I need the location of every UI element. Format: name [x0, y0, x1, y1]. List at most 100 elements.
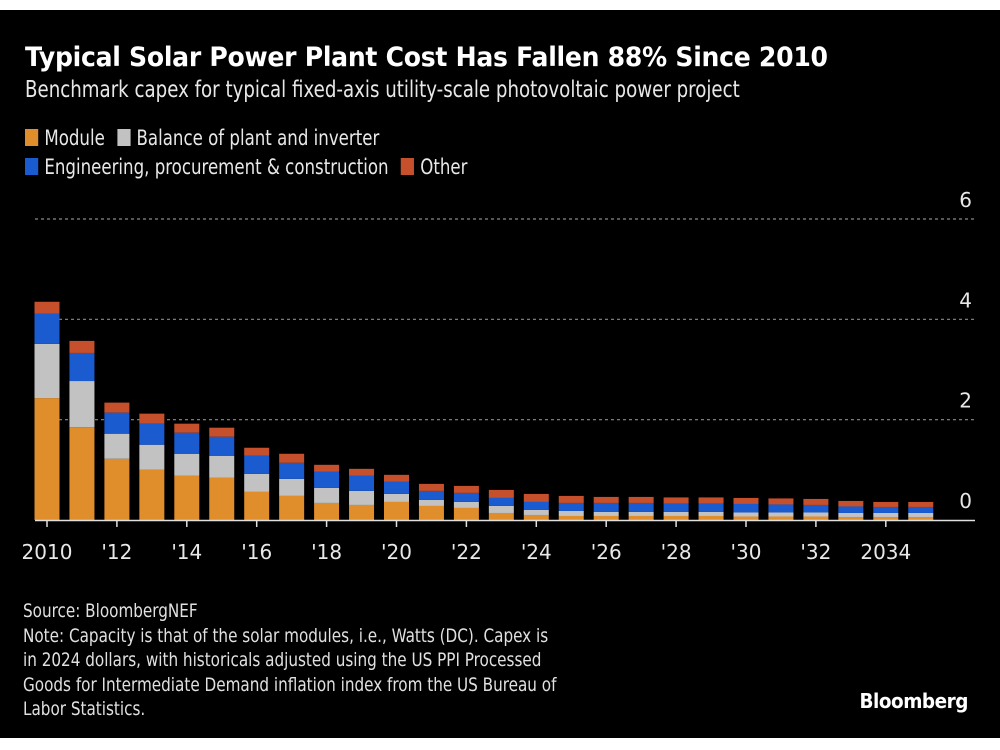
legend-label-module: Module [44, 125, 105, 150]
bar-segment-module [733, 516, 759, 520]
bar-segment-balance-of-plant-and-inverter [418, 499, 444, 506]
bar-segment-other [908, 501, 934, 507]
bar-segment-module [628, 515, 654, 520]
bar-segment-module [349, 504, 375, 520]
note-line: Goods for Intermediate Demand inflation … [23, 673, 557, 696]
bar-segment-other [209, 427, 235, 437]
bar-segment-balance-of-plant-and-inverter [453, 501, 479, 508]
bar-segment-other [698, 497, 724, 504]
bar-segment-engineering-procurement-construction [523, 501, 549, 510]
bar-segment-balance-of-plant-and-inverter [558, 510, 584, 516]
bar-segment-balance-of-plant-and-inverter [279, 478, 305, 496]
bar-segment-other [488, 489, 514, 498]
x-tick-label: '30 [731, 540, 762, 564]
bar-segment-module [139, 469, 165, 520]
footer-notes: Source: BloombergNEF Note: Capacity is t… [23, 599, 556, 722]
x-tick-label: 2034 [860, 540, 911, 564]
bar-segment-engineering-procurement-construction [384, 481, 409, 494]
bar-segment-module [768, 516, 794, 520]
bar-segment-module [558, 515, 584, 520]
legend-item-module: Module [25, 126, 105, 150]
bar-segment-engineering-procurement-construction [34, 313, 60, 344]
bar-segment-engineering-procurement-construction [768, 504, 794, 513]
bar-segment-other [279, 453, 305, 463]
bar-segment-engineering-procurement-construction [209, 436, 235, 456]
bar-segment-engineering-procurement-construction [908, 506, 934, 513]
legend: Module Balance of plant and inverter Eng… [25, 123, 480, 181]
bar-segment-engineering-procurement-construction [558, 502, 584, 511]
bar-segment-engineering-procurement-construction [139, 423, 165, 445]
x-tick-label: '26 [591, 540, 622, 564]
bar-segment-balance-of-plant-and-inverter [384, 493, 409, 502]
chart-subtitle: Benchmark capex for typical fixed-axis u… [25, 77, 740, 103]
bar-segment-module [244, 491, 270, 520]
note-line: Labor Statistics. [23, 698, 146, 720]
bar-segment-other [558, 495, 584, 503]
bar-segment-balance-of-plant-and-inverter [733, 512, 759, 517]
legend-item-epc: Engineering, procurement & construction [25, 155, 389, 179]
note-line: in 2024 dollars, with historicals adjust… [23, 649, 542, 671]
bar-segment-engineering-procurement-construction [314, 471, 340, 488]
note-line: Note: Capacity is that of the solar modu… [23, 624, 549, 647]
bar-segment-engineering-procurement-construction [733, 503, 759, 513]
bar-segment-balance-of-plant-and-inverter [209, 455, 235, 478]
legend-label-balance-of-plant: Balance of plant and inverter [136, 125, 380, 150]
bar-segment-engineering-procurement-construction [104, 412, 130, 434]
bar-segment-other [628, 496, 654, 503]
bar-segment-balance-of-plant-and-inverter [349, 490, 375, 505]
bar-segment-module [104, 458, 130, 520]
bar-segment-other [873, 501, 899, 507]
bar-segment-other [314, 464, 340, 472]
y-tick-label: 2 [959, 389, 972, 413]
bar-segment-balance-of-plant-and-inverter [244, 473, 270, 492]
x-tick-label: '18 [311, 540, 342, 564]
bar-segment-balance-of-plant-and-inverter [139, 444, 165, 470]
bar-segment-balance-of-plant-and-inverter [34, 343, 60, 399]
x-tick-label: '12 [101, 540, 132, 564]
x-tick-label: '16 [241, 540, 272, 564]
bar-segment-other [523, 493, 549, 502]
x-tick-label: '14 [171, 540, 202, 564]
bloomberg-logo: Bloomberg [859, 689, 968, 713]
bar-segment-other [838, 500, 864, 507]
legend-row-2: Engineering, procurement & construction … [25, 152, 480, 181]
bar-segment-module [174, 475, 200, 520]
bar-segment-balance-of-plant-and-inverter [803, 512, 829, 517]
bar-segment-module [209, 477, 235, 520]
legend-label-epc: Engineering, procurement & construction [44, 154, 389, 179]
bar-segment-other [69, 340, 95, 353]
bar-segment-engineering-procurement-construction [174, 432, 200, 454]
bar-segment-other [418, 483, 444, 491]
x-tick-label: '22 [451, 540, 482, 564]
x-tick-label: '20 [381, 540, 412, 564]
bar-segment-other [174, 423, 200, 433]
bar-segment-engineering-procurement-construction [69, 352, 95, 382]
bar-segment-engineering-procurement-construction [418, 490, 444, 500]
legend-swatch-module [25, 129, 39, 146]
bar-segment-module [34, 398, 60, 520]
bar-segment-module [418, 505, 444, 520]
bar-segment-module [314, 502, 340, 520]
bar-segment-engineering-procurement-construction [628, 502, 654, 512]
bar-segment-engineering-procurement-construction [873, 506, 899, 513]
legend-label-other: Other [420, 154, 468, 179]
bar-segment-module [698, 515, 724, 520]
bar-segment-module [663, 515, 689, 520]
bar-segment-module [523, 514, 549, 520]
bar-segment-engineering-procurement-construction [663, 503, 689, 512]
bar-segment-engineering-procurement-construction [349, 475, 375, 491]
bar-segment-module [279, 495, 305, 520]
bar-segment-engineering-procurement-construction [453, 492, 479, 502]
bar-segment-engineering-procurement-construction [593, 502, 619, 512]
bar-segment-other [384, 474, 409, 482]
bar-segment-other [593, 496, 619, 503]
bar-segment-engineering-procurement-construction [279, 462, 305, 479]
legend-item-balance-of-plant: Balance of plant and inverter [117, 126, 379, 150]
bar-segment-balance-of-plant-and-inverter [698, 511, 724, 516]
bar-segment-engineering-procurement-construction [803, 504, 829, 513]
legend-swatch-epc [25, 158, 39, 175]
bar-segment-balance-of-plant-and-inverter [663, 511, 689, 516]
x-tick-label: '24 [521, 540, 552, 564]
bar-segment-other [663, 497, 689, 504]
